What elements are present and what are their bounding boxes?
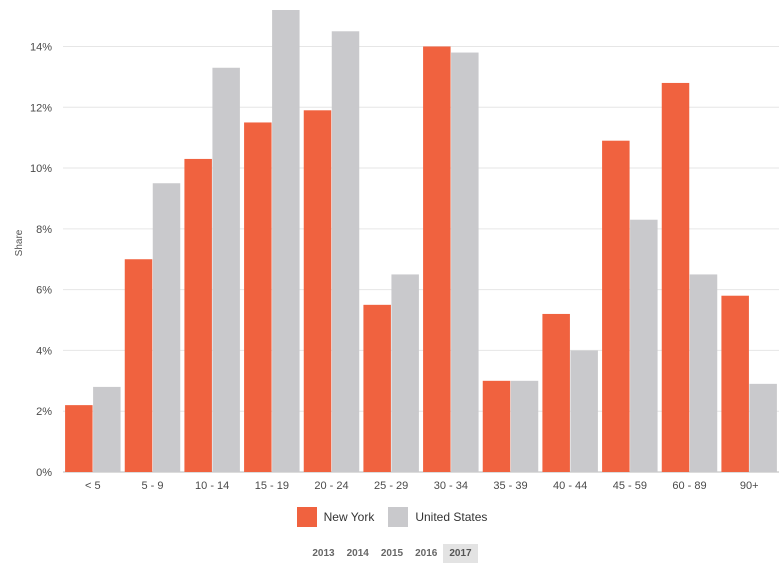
legend-swatch-new-york [296, 507, 317, 527]
bar-new-york[interactable] [661, 82, 690, 473]
x-tick-label: 15 - 19 [255, 480, 289, 492]
y-axis-title: Share [14, 229, 25, 256]
x-tick-label: 25 - 29 [374, 480, 408, 492]
year-button-2014[interactable]: 2014 [346, 548, 369, 559]
y-axis-ticks: 0% 2% 4% 6% 8% 10% 12% 14% [30, 41, 52, 479]
bar-united-states[interactable] [212, 67, 240, 472]
bar-united-states[interactable] [749, 383, 777, 472]
y-tick-label: 0% [36, 467, 52, 479]
y-tick-label: 8% [36, 224, 52, 236]
x-tick-label: 5 - 9 [141, 480, 163, 492]
legend-item-new-york[interactable]: New York [296, 507, 375, 527]
bar-united-states[interactable] [272, 10, 300, 472]
bar-new-york[interactable] [602, 140, 630, 472]
legend-item-united-states[interactable]: United States [388, 507, 487, 527]
bar-united-states[interactable] [510, 380, 539, 472]
year-button-2016[interactable]: 2016 [415, 548, 438, 559]
bar-new-york[interactable] [482, 380, 511, 472]
bar-united-states[interactable] [152, 183, 181, 472]
x-tick-label: < 5 [85, 480, 101, 492]
x-tick-label: 40 - 44 [553, 480, 587, 492]
bar-new-york[interactable] [184, 158, 212, 472]
y-tick-label: 4% [36, 345, 52, 357]
x-tick-label: 10 - 14 [195, 480, 229, 492]
x-axis-ticks: < 5 5 - 9 10 - 14 15 - 19 20 - 24 25 - 29 30 -… [85, 480, 758, 492]
y-tick-label: 14% [30, 41, 52, 53]
bar-chart: 0% 2% 4% 6% 8% 10% 12% 14% < 5 5 - 9 10 - 14 15 - … [14, 10, 779, 492]
bar-new-york[interactable] [124, 259, 153, 472]
bar-united-states[interactable] [630, 219, 658, 472]
legend: New York United States [0, 507, 784, 527]
bar-new-york[interactable] [363, 304, 391, 472]
year-button-2013[interactable]: 2013 [312, 548, 335, 559]
x-tick-label: 35 - 39 [493, 480, 527, 492]
bar-united-states[interactable] [451, 52, 479, 472]
legend-label-new-york: New York [323, 510, 375, 524]
bar-new-york[interactable] [244, 122, 272, 473]
legend-swatch-united-states [388, 507, 409, 527]
x-tick-label: 60 - 89 [672, 480, 706, 492]
y-tick-label: 12% [30, 102, 52, 114]
year-button-2015[interactable]: 2015 [380, 548, 404, 559]
gridlines [63, 45, 779, 473]
bar-united-states[interactable] [391, 274, 419, 472]
bar-new-york[interactable] [65, 405, 93, 472]
year-selector: 2013 2014 2015 2016 2017 [0, 544, 784, 563]
x-tick-label: 45 - 59 [613, 480, 647, 492]
legend-label-united-states: United States [415, 510, 488, 524]
year-button-2017[interactable]: 2017 [443, 544, 478, 563]
bar-new-york[interactable] [303, 110, 332, 472]
y-tick-label: 10% [30, 163, 52, 175]
bar-new-york[interactable] [423, 46, 451, 472]
x-tick-label: 30 - 34 [434, 480, 468, 492]
bar-united-states[interactable] [331, 31, 360, 473]
bar-new-york[interactable] [542, 313, 570, 472]
y-tick-label: 2% [36, 406, 52, 418]
bar-united-states[interactable] [93, 386, 121, 472]
y-tick-label: 6% [36, 285, 52, 297]
bar-united-states[interactable] [570, 350, 598, 472]
bar-united-states[interactable] [689, 274, 718, 472]
x-tick-label: 90+ [740, 480, 759, 492]
bar-new-york[interactable] [721, 295, 749, 472]
x-tick-label: 20 - 24 [314, 480, 348, 492]
bars [65, 10, 777, 473]
